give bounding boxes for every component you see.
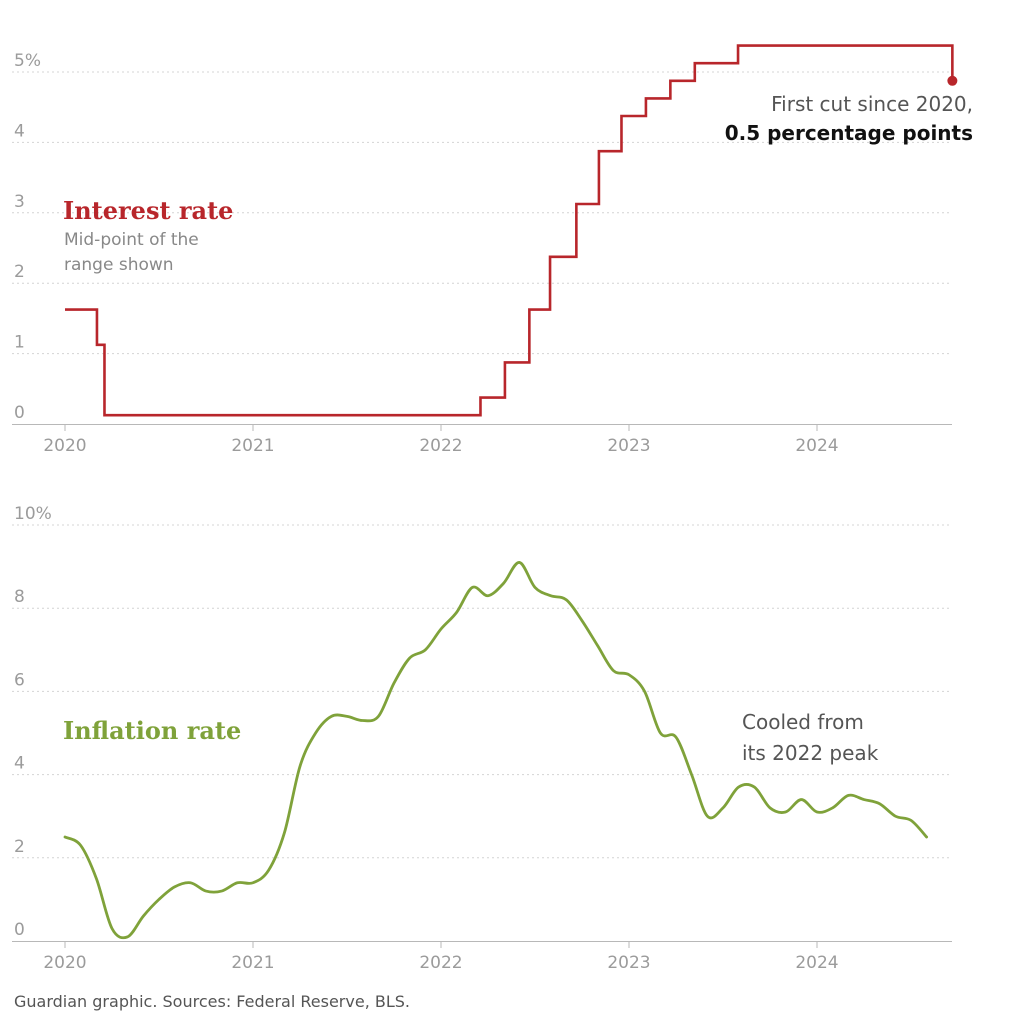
interest-rate-x-tick-label: 2023 [607,436,650,456]
interest-rate-x-tick-label: 2024 [795,436,838,456]
inflation-rate-x-tick-label: 2020 [43,953,86,973]
inflation-rate-y-tick-label: 0 [14,920,25,940]
inflation-rate-y-tick-label: 10% [14,504,52,524]
interest-rate-annotation-line-2: 0.5 percentage points [725,121,973,145]
interest-rate-title: Interest rate [63,196,233,225]
chart-canvas: 0 1 2 3 4 5% 2020 2021 2022 2023 2024 Interest ra… [12,44,973,973]
inflation-rate-y-tick-label: 2 [14,837,25,857]
interest-rate-y-tick-label: 4 [14,121,25,141]
interest-rate-x-tick-label: 2021 [231,436,274,456]
inflation-rate-annotation-line-2: its 2022 peak [742,741,879,765]
inflation-rate-title: Inflation rate [63,716,241,745]
inflation-rate-y-tick-label: 6 [14,670,25,690]
inflation-rate-x-tick-label: 2021 [231,953,274,973]
interest-rate-subtitle-line-2: range shown [64,255,174,275]
interest-rate-y-tick-label: 3 [14,192,25,212]
interest-rate-y-tick-label: 1 [14,333,25,353]
interest-rate-x-ticks: 2020 2021 2022 2023 2024 [43,424,839,456]
interest-rate-y-tick-label: 5% [14,51,41,71]
interest-rate-subtitle-line-1: Mid-point of the [64,230,199,250]
inflation-rate-y-tick-label: 4 [14,754,25,774]
interest-rate-x-tick-label: 2020 [43,436,86,456]
inflation-rate-gridlines [12,524,952,859]
interest-rate-panel: 0 1 2 3 4 5% 2020 2021 2022 2023 2024 Interest ra… [12,44,973,456]
interest-rate-end-marker [947,75,958,86]
interest-rate-y-tick-label: 0 [14,403,25,423]
interest-rate-gridlines [12,71,952,355]
inflation-rate-x-tick-label: 2024 [795,953,838,973]
inflation-rate-x-tick-label: 2022 [419,953,462,973]
inflation-rate-annotation-line-1: Cooled from [742,710,864,734]
interest-rate-x-tick-label: 2022 [419,436,462,456]
inflation-rate-y-ticks: 0 2 4 6 8 10% [14,504,52,940]
interest-rate-y-tick-label: 2 [14,262,25,282]
inflation-rate-x-ticks: 2020 2021 2022 2023 2024 [43,941,839,973]
interest-rate-annotation-line-1: First cut since 2020, [771,92,973,116]
interest-rate-series-line [65,44,954,417]
interest-rate-y-ticks: 0 1 2 3 4 5% [14,51,41,423]
inflation-rate-y-tick-label: 8 [14,587,25,607]
inflation-rate-series-line [63,561,929,940]
inflation-rate-panel: 0 2 4 6 8 10% 2020 2021 2022 2023 2024 Inflation … [12,504,952,973]
source-note: Guardian graphic. Sources: Federal Reser… [14,992,410,1011]
inflation-rate-x-tick-label: 2023 [607,953,650,973]
